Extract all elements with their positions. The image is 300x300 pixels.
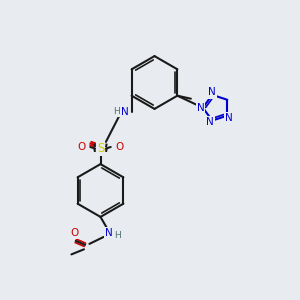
Text: N: N xyxy=(121,106,129,117)
Text: O: O xyxy=(70,228,79,239)
Text: N: N xyxy=(196,103,204,113)
Text: N: N xyxy=(105,228,113,239)
Text: H: H xyxy=(114,231,121,240)
Text: O: O xyxy=(116,142,124,152)
Text: H: H xyxy=(113,107,119,116)
Text: N: N xyxy=(206,117,214,127)
Text: N: N xyxy=(208,88,216,98)
Text: O: O xyxy=(77,142,86,152)
Text: N: N xyxy=(225,113,233,123)
Text: S: S xyxy=(97,142,104,155)
